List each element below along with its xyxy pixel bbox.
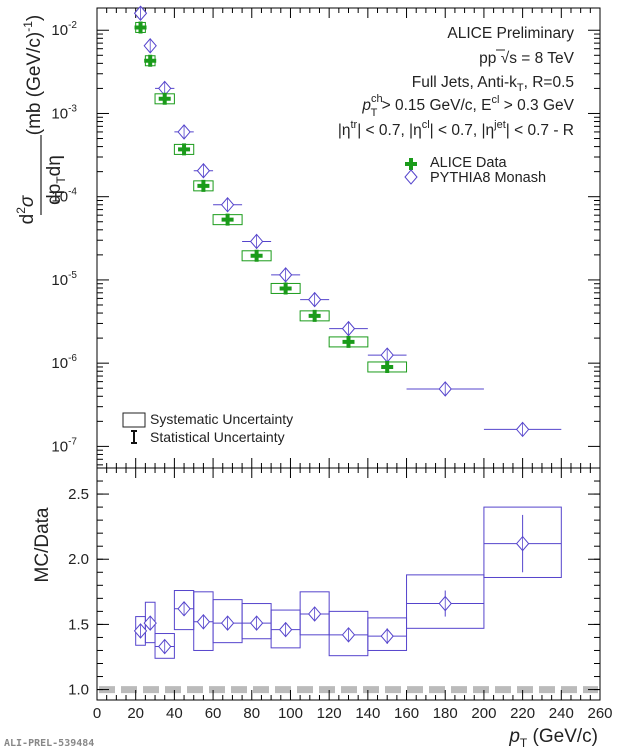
ratio-systematic-box — [406, 574, 485, 629]
legend-diamond-marker — [404, 169, 418, 185]
xtick-label: 60 — [205, 705, 222, 722]
legend-label-pythia: PYTHIA8 Monash — [430, 170, 546, 186]
bottom-systematic-boxes — [135, 506, 562, 659]
top-ytick-label: 10-4 — [51, 187, 77, 206]
top-y-axis-label-unit: (mb (GeV/c)-1) — [21, 15, 45, 135]
legend-item-pythia: PYTHIA8 Monash — [404, 169, 546, 186]
xtick-label: 80 — [243, 705, 260, 722]
legend-label-alice-data: ALICE Data — [430, 155, 507, 171]
top-systematic-boxes — [135, 21, 408, 373]
preliminary-id: ALI-PREL-539484 — [4, 738, 95, 749]
annotation-block: ALICE Preliminary pp √s = 8 TeV Full Jet… — [338, 25, 575, 139]
xtick-label: 20 — [127, 705, 144, 722]
bottom-ytick-label: 2.5 — [68, 486, 89, 503]
legend-errbar-marker — [131, 430, 137, 444]
xtick-label: 220 — [510, 705, 535, 722]
top-ytick-label: 10-5 — [51, 270, 77, 289]
xtick-label: 200 — [471, 705, 496, 722]
xtick-label: 180 — [433, 705, 458, 722]
svg-text:(mb (GeV/c)-1): (mb (GeV/c)-1) — [21, 15, 45, 135]
data-cross-point — [381, 360, 394, 373]
ratio-systematic-box — [367, 617, 408, 651]
data-cross-point — [250, 249, 263, 262]
annotation-energy: pp √s = 8 TeV — [479, 50, 575, 67]
legend-label-statistical: Statistical Uncertainty — [150, 429, 285, 445]
bottom-panel-frame — [96, 467, 601, 701]
xtick-label: 40 — [166, 705, 183, 722]
top-ytick-label: 10-6 — [51, 353, 77, 372]
annotation-eta: |ηtr| < 0.7, |ηcl| < 0.7, |ηjet| < 0.7 -… — [338, 119, 574, 139]
legend-item-alice-data: ALICE Data — [405, 155, 507, 171]
annotation-jets: Full Jets, Anti-kT, R=0.5 — [412, 74, 574, 94]
bottom-ytick-label: 2.0 — [68, 551, 89, 568]
x-axis-label: pT (GeV/c) — [508, 726, 598, 750]
top-ytick-label: 10-7 — [51, 436, 77, 455]
annotation-title: ALICE Preliminary — [447, 25, 574, 42]
bottom-axis-ticks: 1.0 1.5 2.0 2.5 0 20 40 60 80 100 120 140 160 180 200 2… — [68, 468, 613, 722]
xtick-label: 240 — [549, 705, 574, 722]
data-cross-point — [279, 282, 292, 295]
xtick-label: 140 — [355, 705, 380, 722]
top-ytick-label: 10-3 — [51, 103, 77, 122]
ratio-systematic-box — [154, 633, 175, 659]
top-data-marks — [133, 5, 562, 438]
data-cross-point — [144, 54, 157, 67]
xtick-label: 120 — [317, 705, 342, 722]
top-y-axis-label-denominator: dpTdη — [44, 155, 68, 205]
data-cross-point — [221, 213, 234, 226]
top-axis-ticks: 10-7 10-6 10-5 10-4 10-3 10-2 — [51, 8, 601, 468]
bottom-y-axis-label: MC/Data — [32, 507, 53, 582]
data-cross-point — [158, 92, 171, 105]
legend-cross-marker — [405, 158, 417, 170]
annotation-cuts: pch T > 0.15 GeV/c, Ecl > 0.3 GeV — [361, 93, 574, 119]
data-cross-point — [308, 309, 321, 322]
svg-text:dpTdη: dpTdη — [44, 155, 68, 205]
bottom-ytick-label: 1.0 — [68, 682, 89, 699]
legend-box-marker — [122, 412, 146, 428]
data-cross-point — [178, 143, 191, 156]
svg-text:d2σ: d2σ — [14, 194, 38, 224]
top-ytick-label: 10-2 — [51, 20, 77, 39]
xtick-label: 260 — [587, 705, 612, 722]
bottom-ytick-label: 1.5 — [68, 616, 89, 633]
xtick-label: 100 — [278, 705, 303, 722]
legend-label-systematic: Systematic Uncertainty — [150, 411, 293, 427]
top-y-axis-label: d2σ — [14, 194, 38, 224]
legend-uncertainty: Systematic Uncertainty Statistical Uncer… — [122, 411, 293, 445]
data-cross-point — [342, 335, 355, 348]
bottom-data-marks — [133, 514, 562, 655]
xtick-label: 160 — [394, 705, 419, 722]
xtick-label: 0 — [93, 705, 101, 722]
legend: ALICE Data PYTHIA8 Monash — [404, 155, 546, 186]
data-cross-point — [197, 179, 210, 192]
data-cross-point — [134, 21, 147, 34]
ratio-systematic-box — [483, 506, 562, 578]
